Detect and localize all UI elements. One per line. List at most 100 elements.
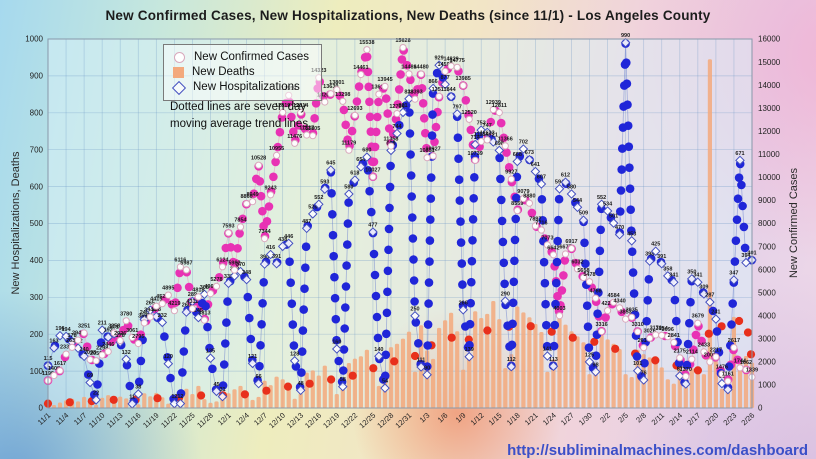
svg-text:4584: 4584 <box>607 293 620 299</box>
svg-text:348: 348 <box>242 270 251 276</box>
svg-text:2/5: 2/5 <box>616 411 630 425</box>
svg-text:12/28: 12/28 <box>375 411 395 430</box>
svg-text:3061: 3061 <box>126 328 138 334</box>
svg-text:607: 607 <box>537 175 546 181</box>
svg-text:900: 900 <box>30 72 44 81</box>
svg-text:2217: 2217 <box>710 347 722 353</box>
svg-text:13393: 13393 <box>407 90 422 96</box>
svg-text:11179: 11179 <box>342 141 357 147</box>
svg-text:13630: 13630 <box>323 84 338 90</box>
svg-text:12/16: 12/16 <box>303 411 323 430</box>
svg-text:287: 287 <box>705 293 714 299</box>
svg-text:260: 260 <box>182 303 191 309</box>
dashboard-url-link[interactable]: http://subliminalmachines.com/dashboard <box>507 442 808 459</box>
svg-text:3944: 3944 <box>144 308 157 314</box>
svg-text:618: 618 <box>350 171 359 177</box>
svg-text:15628: 15628 <box>395 38 410 44</box>
svg-text:12/25: 12/25 <box>357 411 377 430</box>
svg-text:14595: 14595 <box>437 62 452 68</box>
svg-text:200: 200 <box>30 330 44 339</box>
svg-text:668: 668 <box>513 152 522 158</box>
hosp-trend-dots <box>43 39 756 406</box>
svg-text:698: 698 <box>495 141 504 147</box>
svg-text:12693: 12693 <box>347 106 362 112</box>
svg-text:8949: 8949 <box>246 192 258 198</box>
svg-text:13801: 13801 <box>329 80 344 86</box>
svg-text:3000: 3000 <box>758 335 776 344</box>
svg-text:2001: 2001 <box>704 352 716 358</box>
svg-text:22: 22 <box>93 390 99 396</box>
svg-text:13269: 13269 <box>317 93 332 99</box>
svg-text:838: 838 <box>404 89 413 95</box>
svg-text:232: 232 <box>158 313 167 319</box>
svg-text:673: 673 <box>525 150 534 156</box>
svg-text:5478: 5478 <box>583 272 595 278</box>
svg-text:76: 76 <box>641 371 647 377</box>
svg-text:12/7: 12/7 <box>252 411 269 427</box>
svg-text:5000: 5000 <box>758 288 776 297</box>
svg-text:1476: 1476 <box>716 365 728 371</box>
chart-title: New Confirmed Cases, New Hospitalization… <box>105 8 711 23</box>
svg-text:11/25: 11/25 <box>177 411 197 430</box>
svg-text:58: 58 <box>340 377 346 383</box>
svg-text:140: 140 <box>80 347 89 353</box>
svg-text:100: 100 <box>30 367 44 376</box>
svg-text:8860: 8860 <box>240 194 252 200</box>
svg-text:0: 0 <box>39 404 44 413</box>
svg-text:11/10: 11/10 <box>87 411 107 430</box>
svg-text:2/26: 2/26 <box>739 411 756 427</box>
svg-text:2926: 2926 <box>114 331 126 337</box>
cases-marker-icon <box>174 52 185 63</box>
svg-text:101: 101 <box>633 361 642 367</box>
svg-text:580: 580 <box>344 185 353 191</box>
svg-text:7344: 7344 <box>258 229 271 235</box>
svg-text:11000: 11000 <box>758 150 780 159</box>
svg-text:398: 398 <box>645 252 654 258</box>
svg-text:12/4: 12/4 <box>234 411 251 427</box>
trend-note: Dotted lines are seven day moving averag… <box>170 99 311 133</box>
svg-text:1000: 1000 <box>25 35 43 44</box>
svg-text:121: 121 <box>248 354 257 360</box>
svg-text:391: 391 <box>272 254 281 260</box>
legend-label-deaths: New Deaths <box>192 66 255 78</box>
svg-text:12/1: 12/1 <box>216 411 233 427</box>
svg-text:10927: 10927 <box>425 147 440 153</box>
svg-text:1/15: 1/15 <box>487 411 504 427</box>
svg-text:11366: 11366 <box>498 136 513 142</box>
svg-text:11837: 11837 <box>299 126 314 132</box>
svg-text:400: 400 <box>30 256 44 265</box>
svg-text:14461: 14461 <box>353 65 368 71</box>
svg-text:4340: 4340 <box>613 298 625 304</box>
svg-text:300: 300 <box>30 293 44 302</box>
svg-text:163: 163 <box>49 338 58 344</box>
svg-text:4962: 4962 <box>204 284 216 290</box>
svg-text:12520: 12520 <box>462 110 477 116</box>
svg-text:139: 139 <box>465 347 474 353</box>
svg-text:526: 526 <box>308 204 317 210</box>
svg-text:135: 135 <box>206 349 215 355</box>
svg-text:87: 87 <box>677 366 683 372</box>
deaths-bars <box>45 59 755 409</box>
svg-text:289: 289 <box>188 292 197 298</box>
svg-text:390: 390 <box>260 255 269 261</box>
svg-text:1617: 1617 <box>54 361 66 367</box>
svg-text:6000: 6000 <box>758 265 776 274</box>
trend-note-line2: moving average trend lines. <box>170 118 312 130</box>
svg-text:3853: 3853 <box>619 310 631 316</box>
svg-text:4415: 4415 <box>150 297 162 303</box>
svg-text:6116: 6116 <box>174 257 186 263</box>
svg-text:90: 90 <box>424 365 430 371</box>
svg-text:2/23: 2/23 <box>721 411 738 427</box>
svg-text:194: 194 <box>62 327 72 333</box>
svg-text:509: 509 <box>579 211 588 217</box>
svg-text:544: 544 <box>573 198 583 204</box>
svg-text:54: 54 <box>382 379 389 385</box>
svg-text:347: 347 <box>729 271 738 277</box>
svg-text:438: 438 <box>278 237 287 243</box>
svg-text:13611: 13611 <box>371 85 386 91</box>
svg-text:6642: 6642 <box>547 245 559 251</box>
svg-text:120: 120 <box>164 354 173 360</box>
svg-text:2614: 2614 <box>638 338 651 344</box>
hospitalizations-marker-icon <box>171 80 187 95</box>
svg-text:11/19: 11/19 <box>141 411 161 430</box>
